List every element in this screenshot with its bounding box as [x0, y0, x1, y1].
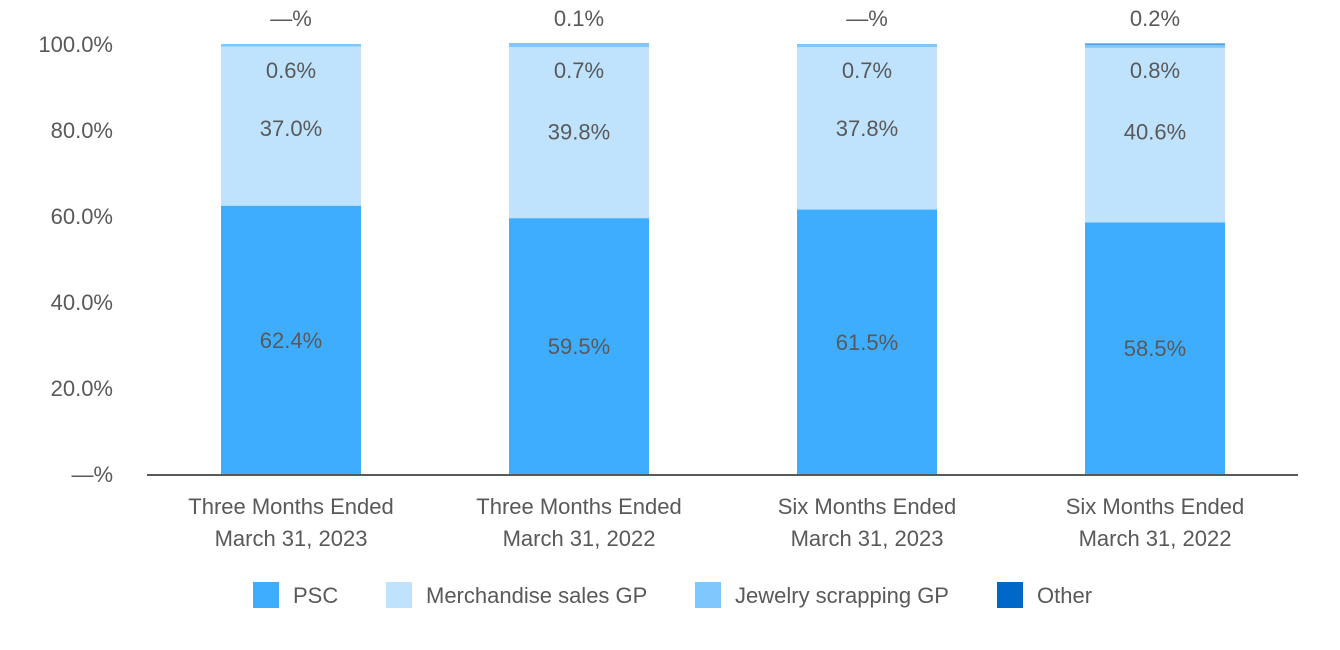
data-label: 0.7% [554, 58, 604, 83]
bar-segment-psc [1085, 222, 1225, 474]
bar-segment-other [1085, 43, 1225, 45]
data-label: 0.2% [1130, 6, 1180, 31]
data-label: —% [846, 6, 888, 31]
y-tick-label: —% [71, 462, 113, 487]
data-label: 40.6% [1124, 120, 1186, 145]
data-label: 37.0% [260, 116, 322, 141]
y-tick-label: 20.0% [51, 376, 113, 401]
y-tick-label: 60.0% [51, 204, 113, 229]
bar-segment-jewelry-scrapping-gp [221, 44, 361, 47]
data-label: 59.5% [548, 334, 610, 359]
legend-label: PSC [293, 583, 338, 608]
data-label: 58.5% [1124, 336, 1186, 361]
x-tick-label: Three Months Ended [476, 494, 681, 519]
bar-segment-merchandise-sales-gp [797, 47, 937, 210]
x-tick-label: March 31, 2022 [503, 526, 656, 551]
x-tick-label: March 31, 2023 [791, 526, 944, 551]
bar-segment-merchandise-sales-gp [221, 46, 361, 206]
bar-segment-jewelry-scrapping-gp [509, 44, 649, 48]
y-tick-label: 40.0% [51, 290, 113, 315]
data-label: 39.8% [548, 120, 610, 145]
legend-swatch [695, 582, 721, 608]
bar-segment-merchandise-sales-gp [1085, 47, 1225, 223]
data-label: 62.4% [260, 328, 322, 353]
bar-segment-psc [797, 209, 937, 475]
bar-segment-psc [221, 205, 361, 474]
data-label: 0.7% [842, 58, 892, 83]
x-tick-label: Three Months Ended [188, 494, 393, 519]
bar-segment-jewelry-scrapping-gp [797, 44, 937, 48]
legend-label: Jewelry scrapping GP [735, 583, 949, 608]
data-label: —% [270, 6, 312, 31]
data-label: 0.1% [554, 6, 604, 31]
data-label: 37.8% [836, 116, 898, 141]
x-tick-label: Six Months Ended [1066, 494, 1245, 519]
legend-swatch [997, 582, 1023, 608]
legend-swatch [253, 582, 279, 608]
data-label: 0.6% [266, 58, 316, 83]
x-tick-label: Six Months Ended [778, 494, 957, 519]
data-label: 61.5% [836, 330, 898, 355]
legend-label: Merchandise sales GP [426, 583, 647, 608]
bar-segment-merchandise-sales-gp [509, 47, 649, 219]
x-tick-label: March 31, 2022 [1079, 526, 1232, 551]
bar-segment-jewelry-scrapping-gp [1085, 44, 1225, 48]
legend-swatch [386, 582, 412, 608]
data-label: 0.8% [1130, 58, 1180, 83]
x-tick-label: March 31, 2023 [215, 526, 368, 551]
y-tick-label: 80.0% [51, 118, 113, 143]
bar-segment-psc [509, 218, 649, 474]
y-tick-label: 100.0% [38, 32, 113, 57]
legend-label: Other [1037, 583, 1092, 608]
